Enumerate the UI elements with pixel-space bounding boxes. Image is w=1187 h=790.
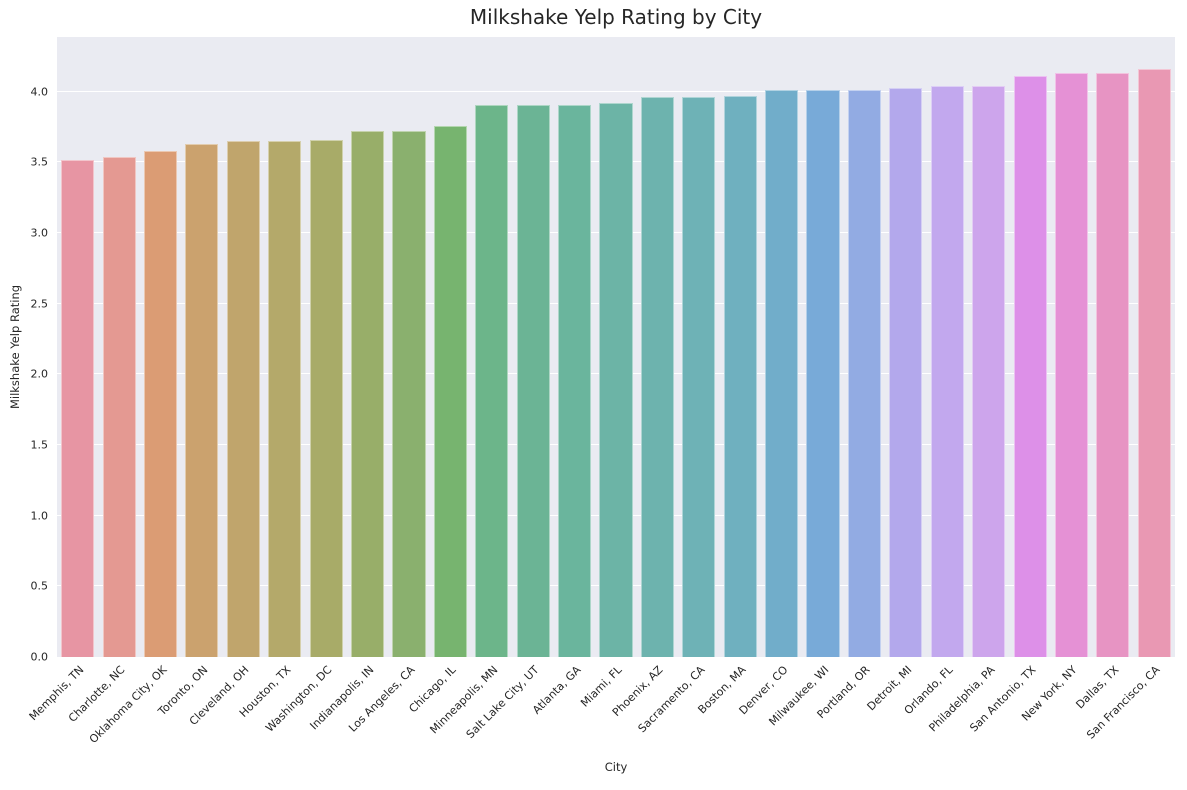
bar — [889, 87, 923, 657]
chart-title: Milkshake Yelp Rating by City — [469, 5, 763, 29]
x-tick-label: Oklahoma City, OK — [86, 663, 170, 746]
bar — [1054, 73, 1089, 657]
bar — [723, 96, 757, 657]
bar — [847, 90, 881, 657]
bar — [475, 104, 509, 657]
y-tick-label: 2.0 — [30, 367, 49, 381]
bar — [558, 104, 592, 657]
bar — [765, 90, 799, 657]
bar — [185, 144, 219, 657]
x-axis-label: City — [604, 760, 628, 774]
bar — [143, 151, 178, 657]
bar — [226, 141, 260, 657]
bar — [599, 103, 633, 657]
bar — [806, 90, 840, 657]
bar — [640, 97, 674, 657]
y-tick-label: 2.5 — [30, 297, 49, 311]
bar — [1013, 76, 1047, 657]
y-tick-label: 0.0 — [30, 650, 49, 664]
bar — [350, 131, 385, 657]
bar — [972, 86, 1006, 657]
y-tick-label: 0.5 — [30, 579, 49, 593]
bar — [268, 141, 302, 657]
bar — [930, 86, 964, 657]
x-tick-label: San Francisco, CA — [1084, 663, 1163, 742]
y-tick-label: 3.0 — [30, 226, 49, 240]
bar — [309, 139, 343, 657]
x-axis-ticks: Memphis, TN Charlotte, NC Oklahoma City, O… — [26, 657, 1175, 767]
y-tick-label: 4.0 — [30, 85, 49, 99]
x-tick-label: Salt Lake City, UT — [463, 663, 542, 742]
bar — [1096, 73, 1130, 657]
bar — [433, 125, 467, 657]
bar — [102, 156, 136, 657]
bar — [1137, 69, 1171, 657]
plot-area — [57, 37, 1175, 657]
y-tick-label: 3.5 — [30, 155, 49, 169]
bar — [61, 159, 95, 657]
gridline — [57, 90, 1175, 92]
bar — [682, 97, 716, 657]
bar — [392, 131, 426, 657]
y-tick-label: 1.0 — [30, 509, 49, 523]
y-tick-label: 1.5 — [30, 438, 49, 452]
bar — [516, 104, 550, 657]
